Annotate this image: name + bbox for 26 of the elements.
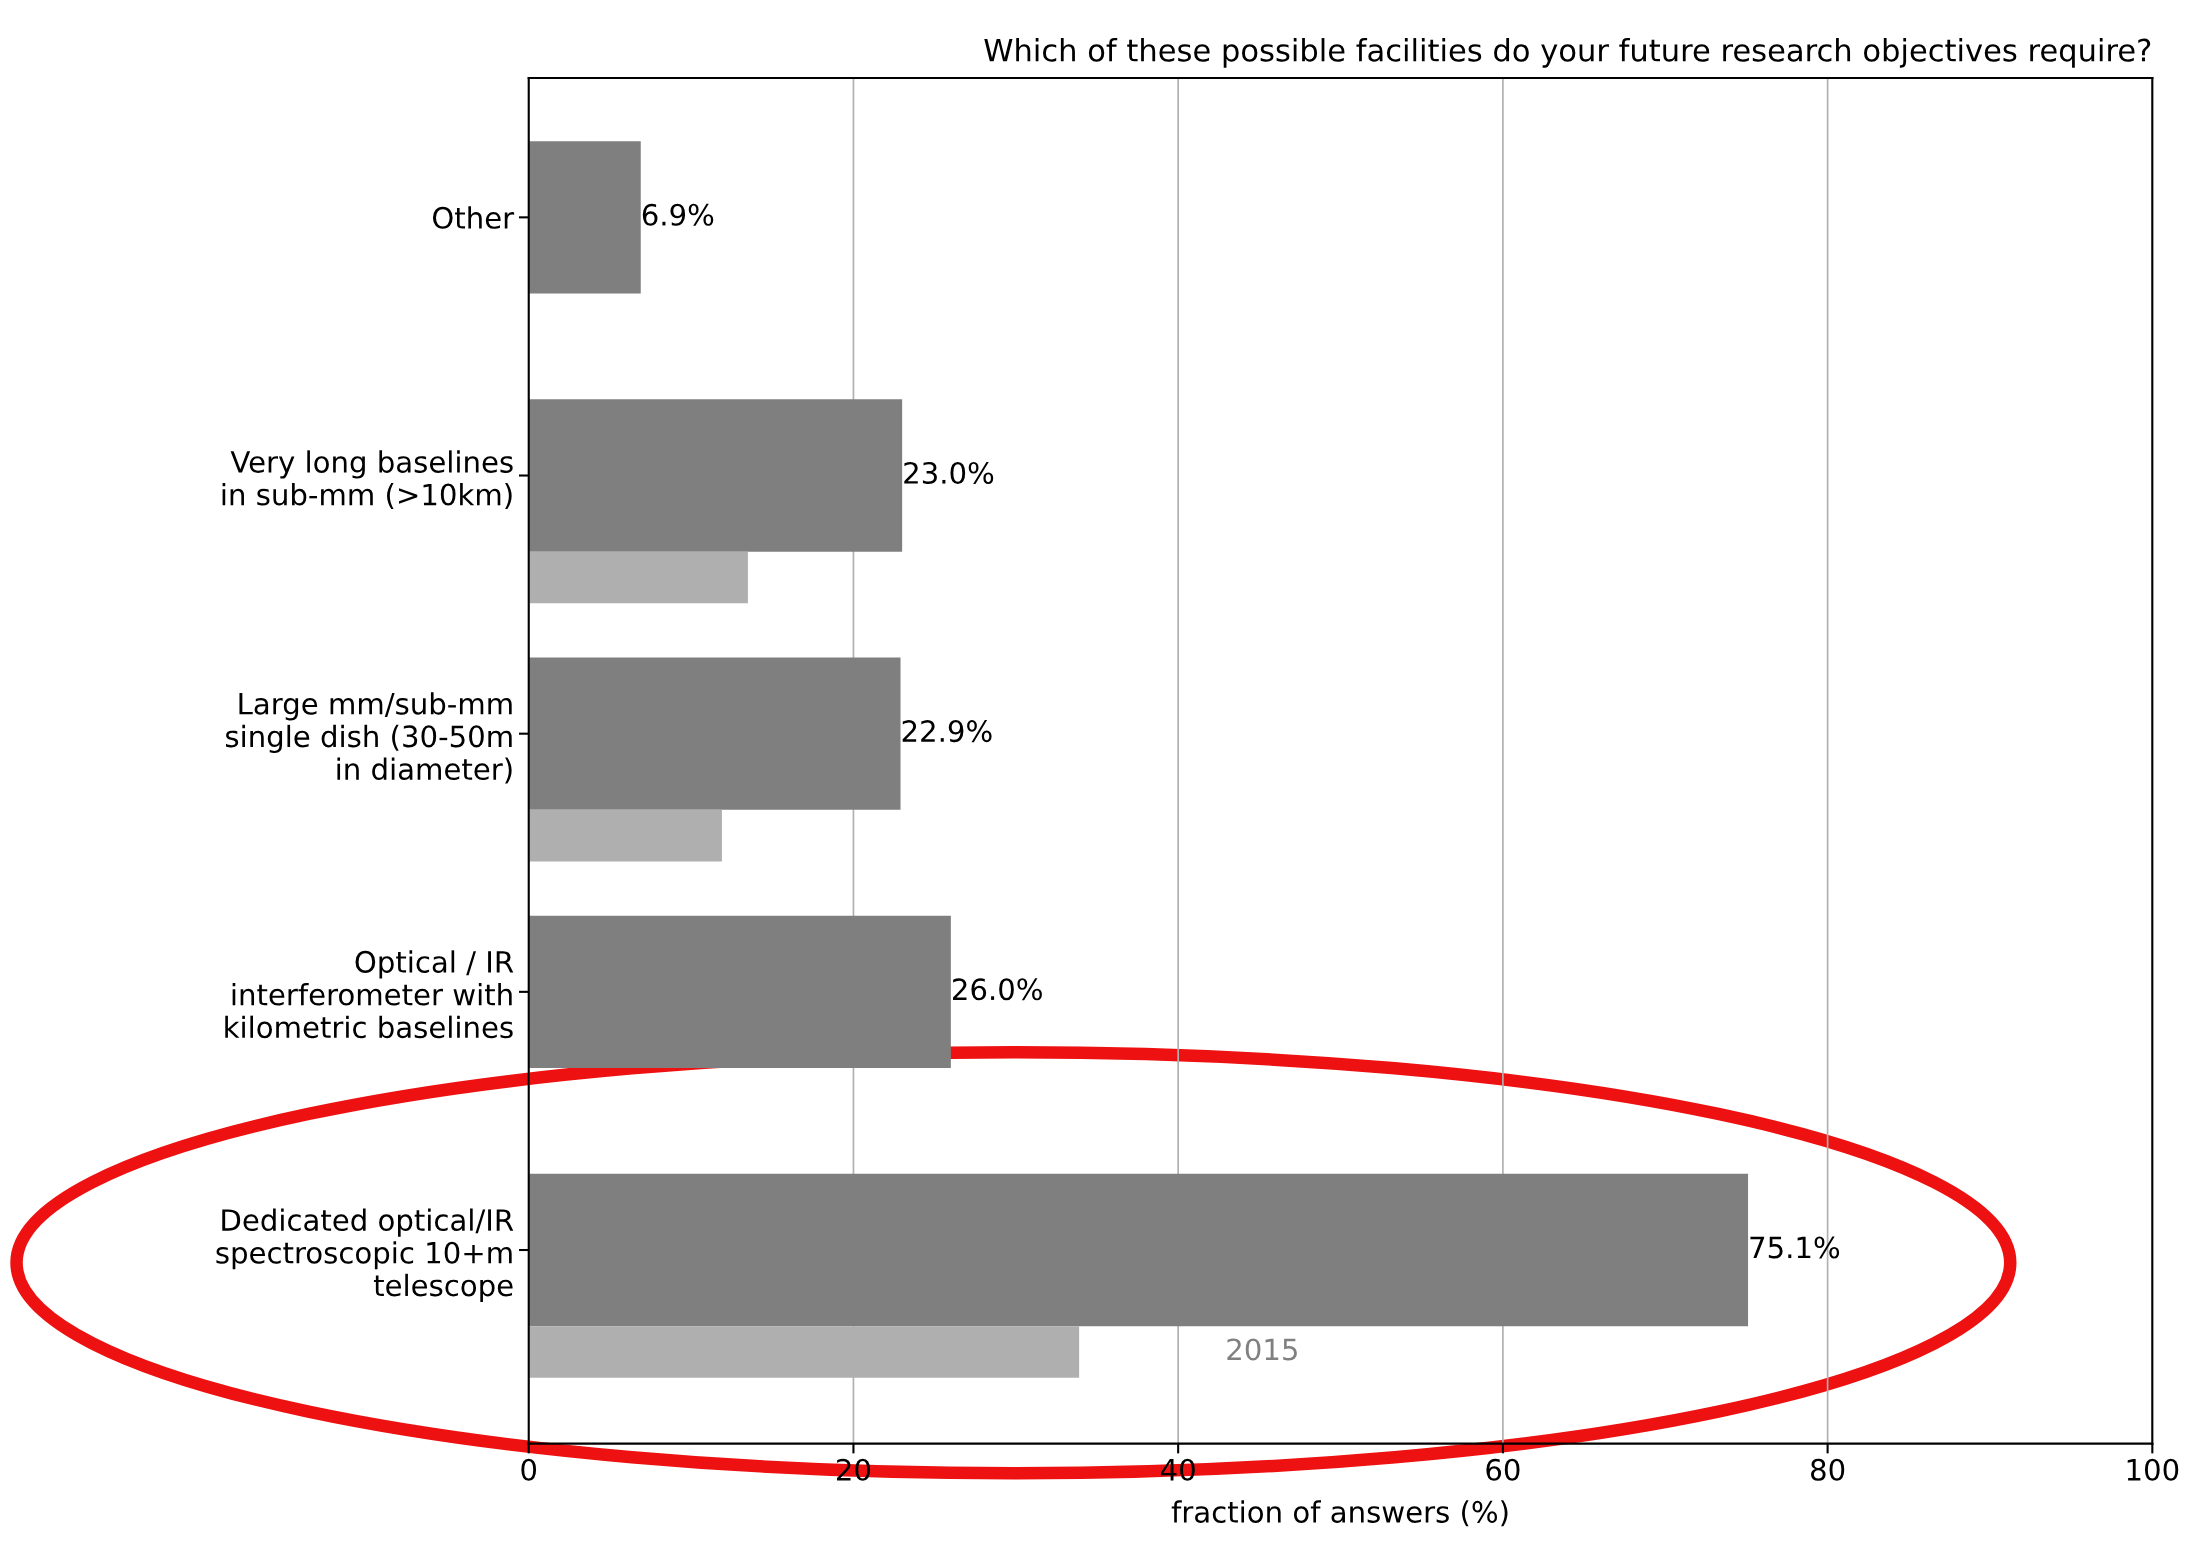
x-axis-title: fraction of answers (%)	[1171, 1500, 1508, 1527]
bar	[528, 1173, 1749, 1327]
x-tick-label: 20	[837, 1458, 871, 1481]
x-tick-label: 60	[1486, 1458, 1520, 1481]
y-tick-label: Very long baselines in sub-mm (>10km)	[222, 450, 513, 509]
x-tick-label: 100	[2127, 1458, 2179, 1481]
data-label: 75.1%	[1750, 1236, 1840, 1259]
data-label: 26.0%	[953, 978, 1042, 1001]
data-label: 23.0%	[904, 461, 994, 484]
x-tick-label: 80	[1811, 1458, 1845, 1481]
x-tick-label: 0	[521, 1458, 537, 1481]
text: 2015	[1227, 1338, 1297, 1361]
y-tick-label: Other	[432, 206, 515, 229]
chart-title: Which of these possible facilities do your future research objectives require?	[984, 38, 2151, 68]
y-tick-label: Large mm/sub-mm single dish (30-50m in diameter)	[225, 692, 512, 784]
data-label: 22.9%	[902, 720, 992, 743]
bar	[528, 915, 951, 1069]
bar	[528, 657, 901, 810]
bar	[528, 551, 748, 604]
bar	[528, 399, 903, 552]
bar	[528, 809, 722, 862]
bar	[528, 141, 641, 294]
data-label: 6.9%	[642, 203, 714, 226]
x-tick-label: 40	[1161, 1458, 1195, 1481]
y-tick-label: Dedicated optical/IR spectroscopic 10+m telescope	[216, 1208, 514, 1303]
y-tick-label: Optical / IR interferometer with kilometric baselines	[225, 950, 514, 1039]
